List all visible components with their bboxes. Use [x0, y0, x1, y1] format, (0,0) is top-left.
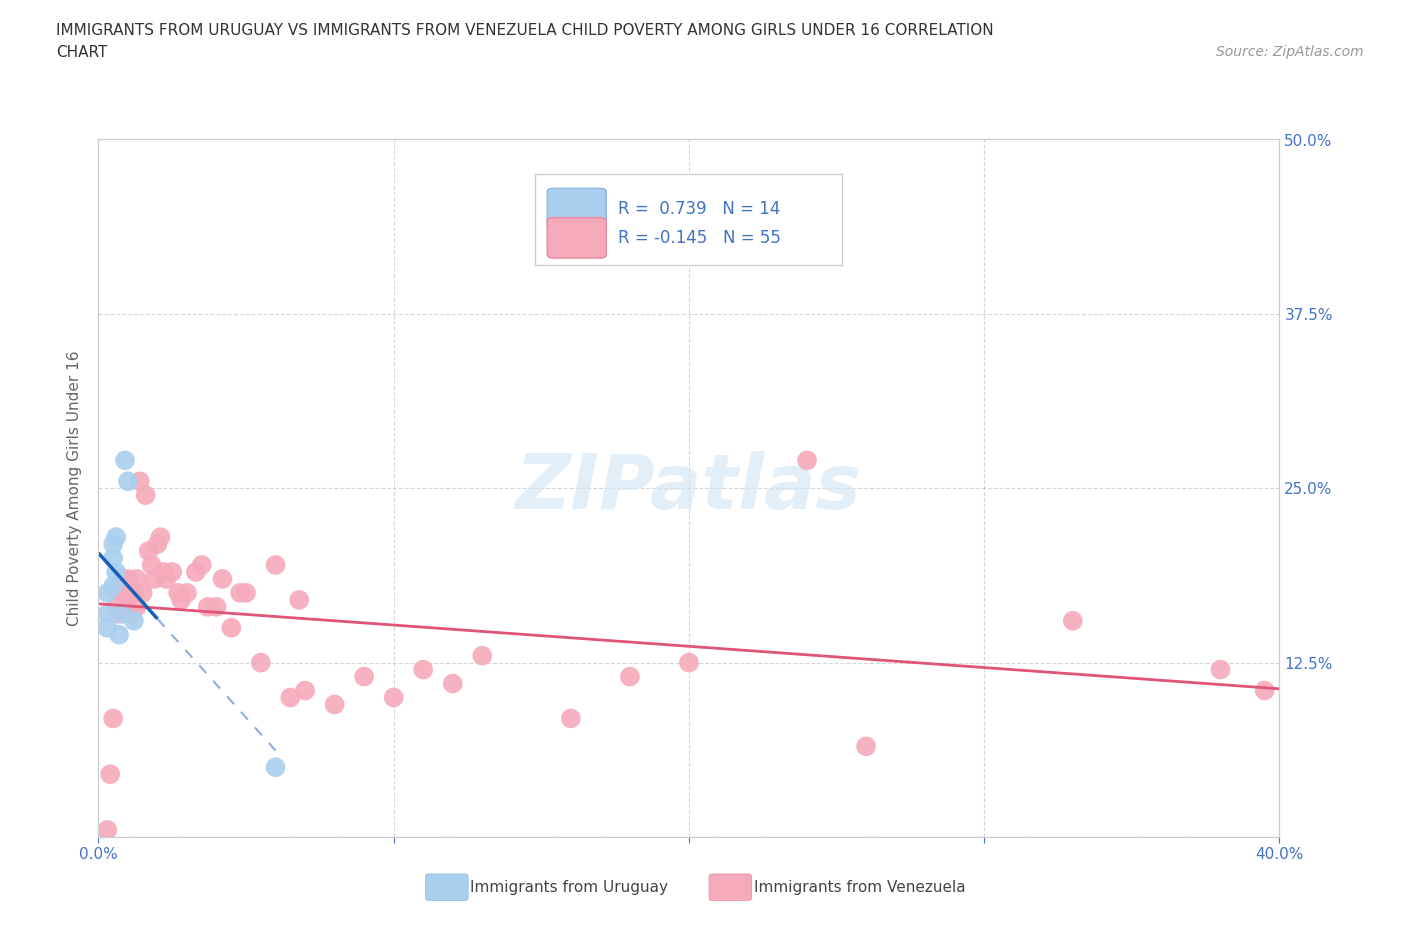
Point — [143, 571, 166, 587]
Point — [141, 558, 163, 573]
Point — [219, 620, 242, 635]
Point — [191, 558, 214, 573]
Point — [114, 586, 136, 601]
Point — [117, 571, 139, 587]
Point — [105, 565, 128, 579]
Point — [146, 537, 169, 551]
Point — [111, 606, 134, 621]
Point — [125, 600, 148, 615]
Point — [125, 571, 148, 587]
Point — [96, 620, 118, 635]
Point — [235, 586, 257, 601]
Y-axis label: Child Poverty Among Girls Under 16: Child Poverty Among Girls Under 16 — [67, 351, 83, 626]
Point — [135, 488, 157, 503]
Point — [855, 738, 877, 753]
Point — [162, 565, 183, 579]
Point — [114, 453, 136, 468]
Point — [170, 592, 193, 607]
Text: R = -0.145   N = 55: R = -0.145 N = 55 — [619, 229, 780, 246]
Point — [96, 823, 118, 838]
Point — [441, 676, 464, 691]
Point — [105, 600, 128, 615]
Point — [412, 662, 434, 677]
Point — [229, 586, 252, 601]
FancyBboxPatch shape — [547, 189, 606, 229]
Point — [471, 648, 494, 663]
Point — [117, 474, 139, 489]
FancyBboxPatch shape — [547, 218, 606, 259]
Point — [103, 537, 125, 551]
Point — [288, 592, 311, 607]
Point — [1209, 662, 1232, 677]
Point — [197, 600, 219, 615]
FancyBboxPatch shape — [709, 874, 752, 900]
Point — [98, 766, 121, 781]
Point — [250, 656, 273, 671]
Point — [678, 656, 700, 671]
Point — [278, 690, 302, 705]
Point — [111, 586, 134, 601]
Point — [353, 670, 375, 684]
Point — [122, 586, 145, 601]
Point — [155, 571, 177, 587]
Point — [205, 600, 228, 615]
Point — [560, 711, 582, 725]
Text: Source: ZipAtlas.com: Source: ZipAtlas.com — [1216, 45, 1364, 59]
Point — [96, 586, 118, 601]
Point — [149, 530, 172, 545]
Point — [796, 453, 818, 468]
Point — [105, 530, 128, 545]
Point — [1062, 614, 1084, 629]
Point — [120, 606, 142, 621]
Text: Immigrants from Uruguay: Immigrants from Uruguay — [471, 880, 668, 895]
Point — [108, 606, 131, 621]
Point — [103, 578, 125, 593]
Point — [117, 592, 139, 607]
Point — [294, 683, 316, 698]
Text: ZIPatlas: ZIPatlas — [516, 451, 862, 525]
Point — [122, 614, 145, 629]
Point — [323, 698, 346, 712]
Point — [167, 586, 190, 601]
Point — [103, 551, 125, 565]
Point — [264, 558, 287, 573]
Point — [152, 565, 174, 579]
Point — [128, 474, 150, 489]
Point — [176, 586, 198, 601]
Point — [1254, 683, 1277, 698]
Point — [96, 606, 118, 621]
Point — [382, 690, 405, 705]
Point — [619, 670, 641, 684]
Point — [264, 760, 287, 775]
Text: R =  0.739   N = 14: R = 0.739 N = 14 — [619, 200, 780, 218]
Text: Immigrants from Venezuela: Immigrants from Venezuela — [754, 880, 966, 895]
Point — [211, 571, 233, 587]
Point — [132, 586, 155, 601]
Text: IMMIGRANTS FROM URUGUAY VS IMMIGRANTS FROM VENEZUELA CHILD POVERTY AMONG GIRLS U: IMMIGRANTS FROM URUGUAY VS IMMIGRANTS FR… — [56, 23, 994, 38]
FancyBboxPatch shape — [426, 874, 468, 900]
FancyBboxPatch shape — [536, 175, 842, 265]
Point — [138, 543, 160, 558]
Text: CHART: CHART — [56, 45, 108, 60]
Point — [108, 628, 131, 643]
Point — [103, 711, 125, 725]
Point — [184, 565, 207, 579]
Point — [111, 571, 134, 587]
